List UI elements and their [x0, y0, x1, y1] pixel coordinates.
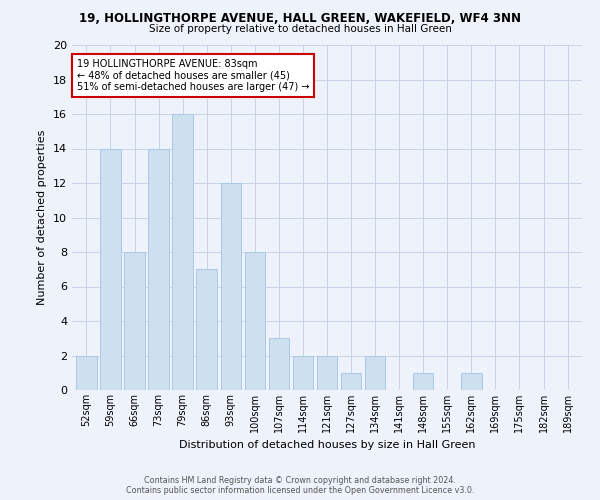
Text: Size of property relative to detached houses in Hall Green: Size of property relative to detached ho…	[149, 24, 451, 34]
Bar	[124, 252, 145, 390]
Bar	[76, 356, 97, 390]
Bar	[365, 356, 385, 390]
Bar	[461, 373, 482, 390]
Bar	[293, 356, 313, 390]
Y-axis label: Number of detached properties: Number of detached properties	[37, 130, 47, 305]
Bar	[413, 373, 433, 390]
Bar	[341, 373, 361, 390]
Bar	[221, 183, 241, 390]
Bar	[196, 269, 217, 390]
Bar	[245, 252, 265, 390]
Bar	[172, 114, 193, 390]
Bar	[100, 148, 121, 390]
Text: 19 HOLLINGTHORPE AVENUE: 83sqm
← 48% of detached houses are smaller (45)
51% of : 19 HOLLINGTHORPE AVENUE: 83sqm ← 48% of …	[77, 59, 310, 92]
X-axis label: Distribution of detached houses by size in Hall Green: Distribution of detached houses by size …	[179, 440, 475, 450]
Bar	[269, 338, 289, 390]
Bar	[317, 356, 337, 390]
Bar	[148, 148, 169, 390]
Text: Contains HM Land Registry data © Crown copyright and database right 2024.
Contai: Contains HM Land Registry data © Crown c…	[126, 476, 474, 495]
Text: 19, HOLLINGTHORPE AVENUE, HALL GREEN, WAKEFIELD, WF4 3NN: 19, HOLLINGTHORPE AVENUE, HALL GREEN, WA…	[79, 12, 521, 26]
